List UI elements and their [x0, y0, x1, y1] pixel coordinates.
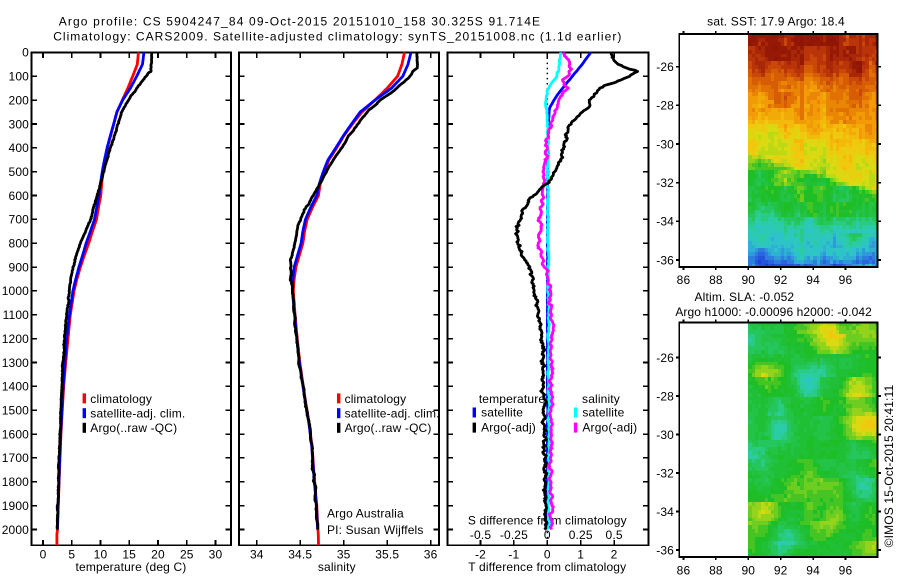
svg-text:1600: 1600: [2, 427, 29, 441]
svg-text:-32: -32: [656, 466, 674, 480]
svg-text:0: 0: [22, 46, 29, 60]
svg-text:0.5: 0.5: [606, 528, 623, 542]
svg-text:1200: 1200: [2, 332, 29, 346]
svg-text:10: 10: [94, 548, 108, 562]
svg-text:0.25: 0.25: [569, 528, 593, 542]
svg-text:1400: 1400: [2, 380, 29, 394]
svg-text:Argo(-adj): Argo(-adj): [582, 421, 637, 435]
svg-text:900: 900: [9, 260, 30, 274]
svg-text:25: 25: [180, 548, 194, 562]
svg-text:©IMOS 15-Oct-2015 20:41:11: ©IMOS 15-Oct-2015 20:41:11: [882, 385, 896, 548]
svg-text:0: 0: [544, 548, 551, 562]
svg-text:34.5: 34.5: [288, 548, 312, 562]
svg-text:15: 15: [122, 548, 136, 562]
svg-text:88: 88: [709, 564, 723, 578]
svg-text:-34: -34: [656, 215, 674, 229]
svg-text:600: 600: [9, 189, 30, 203]
svg-text:satellite-adj. clim.: satellite-adj. clim.: [345, 407, 440, 421]
svg-text:-30: -30: [656, 428, 674, 442]
svg-text:-0.25: -0.25: [500, 528, 528, 542]
svg-text:34: 34: [250, 548, 264, 562]
svg-text:0: 0: [544, 528, 551, 542]
svg-text:T difference from climatology: T difference from climatology: [468, 560, 626, 574]
svg-text:100: 100: [9, 70, 30, 84]
svg-text:35: 35: [337, 548, 351, 562]
svg-text:0: 0: [40, 548, 47, 562]
svg-text:-2: -2: [475, 548, 486, 562]
svg-text:94: 94: [806, 564, 820, 578]
svg-text:-30: -30: [656, 137, 674, 151]
svg-text:35.5: 35.5: [375, 548, 399, 562]
svg-text:1700: 1700: [2, 451, 29, 465]
svg-text:Argo(..raw -QC): Argo(..raw -QC): [345, 421, 432, 435]
svg-text:Argo profile: CS 5904247_84 09: Argo profile: CS 5904247_84 09-Oct-2015 …: [59, 14, 542, 28]
svg-text:94: 94: [806, 273, 820, 287]
svg-text:Argo Australia: Argo Australia: [327, 506, 404, 520]
svg-text:500: 500: [9, 165, 30, 179]
svg-text:1100: 1100: [3, 308, 30, 322]
svg-text:sat. SST: 17.9 Argo: 18.4: sat. SST: 17.9 Argo: 18.4: [707, 14, 845, 28]
svg-text:temperature: temperature: [479, 392, 546, 406]
svg-text:30: 30: [209, 548, 223, 562]
svg-text:20: 20: [151, 548, 165, 562]
svg-text:1900: 1900: [2, 499, 29, 513]
svg-text:86: 86: [677, 273, 691, 287]
svg-text:88: 88: [709, 273, 723, 287]
svg-text:-1: -1: [508, 548, 519, 562]
svg-text:1800: 1800: [2, 475, 29, 489]
svg-text:90: 90: [741, 273, 755, 287]
svg-text:200: 200: [9, 93, 30, 107]
svg-text:Altim. SLA: -0.052: Altim. SLA: -0.052: [695, 290, 795, 304]
svg-text:climatology: climatology: [345, 392, 407, 406]
svg-text:salinity: salinity: [318, 560, 356, 574]
svg-text:1000: 1000: [2, 284, 29, 298]
svg-text:92: 92: [774, 273, 788, 287]
svg-text:-28: -28: [656, 99, 674, 113]
svg-text:-32: -32: [656, 176, 674, 190]
svg-text:climatology: climatology: [90, 392, 152, 406]
svg-text:-34: -34: [656, 505, 674, 519]
svg-text:2000: 2000: [2, 523, 29, 537]
svg-text:satellite: satellite: [582, 405, 624, 419]
svg-text:-28: -28: [656, 389, 674, 403]
svg-text:92: 92: [774, 564, 788, 578]
svg-text:salinity: salinity: [582, 392, 620, 406]
svg-text:700: 700: [9, 213, 30, 227]
svg-text:-36: -36: [656, 253, 674, 267]
svg-text:-26: -26: [656, 351, 674, 365]
svg-text:satellite: satellite: [481, 405, 523, 419]
svg-text:90: 90: [741, 564, 755, 578]
svg-text:-26: -26: [656, 60, 674, 74]
svg-text:96: 96: [839, 273, 853, 287]
svg-text:PI: Susan Wijffels: PI: Susan Wijffels: [327, 523, 424, 537]
svg-text:-36: -36: [656, 543, 674, 557]
svg-text:36: 36: [424, 548, 438, 562]
svg-text:400: 400: [9, 141, 30, 155]
svg-text:5: 5: [68, 548, 75, 562]
svg-text:1: 1: [577, 548, 584, 562]
svg-text:1300: 1300: [2, 356, 29, 370]
svg-text:Argo(..raw -QC): Argo(..raw -QC): [90, 421, 177, 435]
svg-text:800: 800: [9, 237, 30, 251]
svg-text:-0.5: -0.5: [470, 528, 491, 542]
svg-text:satellite-adj. clim.: satellite-adj. clim.: [90, 407, 185, 421]
svg-text:Argo h1000: -0.00096 h2000: -0: Argo h1000: -0.00096 h2000: -0.042: [675, 305, 872, 319]
svg-text:1500: 1500: [2, 404, 29, 418]
svg-text:temperature (deg C): temperature (deg C): [76, 560, 187, 574]
svg-text:Argo(-adj): Argo(-adj): [481, 421, 536, 435]
svg-text:Climatology: CARS2009. Satelli: Climatology: CARS2009. Satellite-adjuste…: [53, 29, 622, 43]
svg-text:300: 300: [9, 117, 30, 131]
svg-text:96: 96: [839, 564, 853, 578]
svg-text:2: 2: [611, 548, 618, 562]
svg-text:86: 86: [677, 564, 691, 578]
